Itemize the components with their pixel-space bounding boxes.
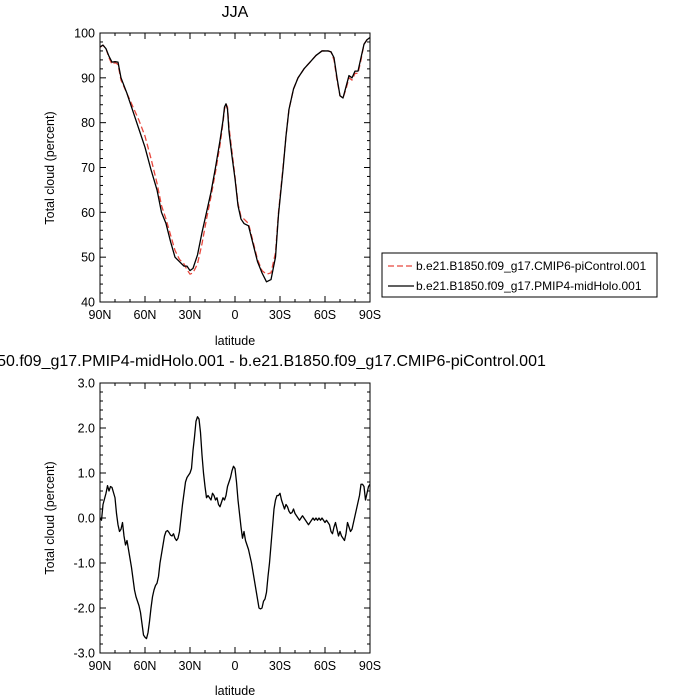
- top-x-tick-label: 90S: [359, 308, 381, 322]
- legend-label-midholo: b.e21.B1850.f09_g17.PMIP4-midHolo.001: [416, 279, 642, 293]
- top-x-tick-label: 60S: [314, 308, 336, 322]
- top-series-line-1: [99, 36, 371, 283]
- bottom-x-tick-label: 90S: [359, 659, 381, 673]
- legend-box: [381, 252, 658, 298]
- bottom-chart: b.e21.B1850.f09_g17.PMIP4-midHolo.001 - …: [0, 353, 546, 698]
- top-y-tick-label: 70: [81, 161, 95, 175]
- legend-label-picontrol: b.e21.B1850.f09_g17.CMIP6-piControl.001: [416, 259, 646, 273]
- top-chart-title: JJA: [222, 4, 249, 21]
- top-y-tick-label: 100: [74, 27, 95, 41]
- top-x-tick-label: 60N: [134, 308, 157, 322]
- top-chart-plot-frame: [99, 32, 371, 303]
- top-y-tick-label: 80: [81, 116, 95, 130]
- top-x-tick-label: 90N: [89, 308, 112, 322]
- top-chart-legend: b.e21.B1850.f09_g17.CMIP6-piControl.001 …: [381, 252, 658, 298]
- bottom-x-tick-label: 90N: [89, 659, 112, 673]
- bottom-y-tick-label: -3.0: [73, 647, 95, 661]
- bottom-x-tick-label: 30S: [269, 659, 291, 673]
- bottom-y-tick-label: -2.0: [73, 602, 95, 616]
- bottom-y-tick-label: -1.0: [73, 557, 95, 571]
- top-chart-x-axis-title: latitude: [215, 334, 255, 348]
- bottom-y-tick-label: 0.0: [78, 512, 95, 526]
- bottom-series-line-0: [99, 416, 371, 640]
- bottom-chart-y-axis-title: Total cloud (percent): [43, 461, 57, 574]
- bottom-y-tick-label: 1.0: [78, 467, 95, 481]
- bottom-x-tick-label: 60S: [314, 659, 336, 673]
- top-chart-series-group: [99, 36, 371, 283]
- bottom-x-tick-label: 0: [232, 659, 239, 673]
- bottom-y-tick-label: 2.0: [78, 422, 95, 436]
- top-chart: JJA 90N 60N 30N 0 30S 60S 90S 405060708090100 …: [43, 4, 658, 348]
- top-series-line-0: [99, 36, 371, 275]
- bottom-chart-x-axis-title: latitude: [215, 684, 255, 698]
- top-x-tick-label: 30S: [269, 308, 291, 322]
- bottom-chart-x-tick-labels: 90N 60N 30N 0 30S 60S 90S: [89, 659, 382, 673]
- top-chart-y-tick-labels: 40 50 60 70 80 90 100: [74, 27, 95, 310]
- bottom-chart-y-tick-labels: -3.0 -2.0 -1.0 0.0 1.0 2.0 3.0: [73, 377, 95, 661]
- top-y-tick-label: 40: [81, 296, 95, 310]
- top-x-tick-label: 30N: [179, 308, 202, 322]
- top-x-tick-label: 0: [232, 308, 239, 322]
- bottom-chart-series-group: [99, 416, 371, 640]
- bottom-x-tick-label: 30N: [179, 659, 202, 673]
- bottom-y-tick-label: 3.0: [78, 377, 95, 391]
- bottom-chart-plot-frame: [99, 382, 371, 654]
- top-y-tick-label: 50: [81, 251, 95, 265]
- top-chart-x-tick-labels: 90N 60N 30N 0 30S 60S 90S: [89, 308, 382, 322]
- top-chart-y-axis-title: Total cloud (percent): [43, 111, 57, 224]
- top-y-tick-label: 90: [81, 71, 95, 85]
- bottom-chart-title: b.e21.B1850.f09_g17.PMIP4-midHolo.001 - …: [0, 353, 546, 370]
- bottom-x-tick-label: 60N: [134, 659, 157, 673]
- top-chart-tick-marks: [99, 32, 371, 303]
- top-y-tick-label: 60: [81, 206, 95, 220]
